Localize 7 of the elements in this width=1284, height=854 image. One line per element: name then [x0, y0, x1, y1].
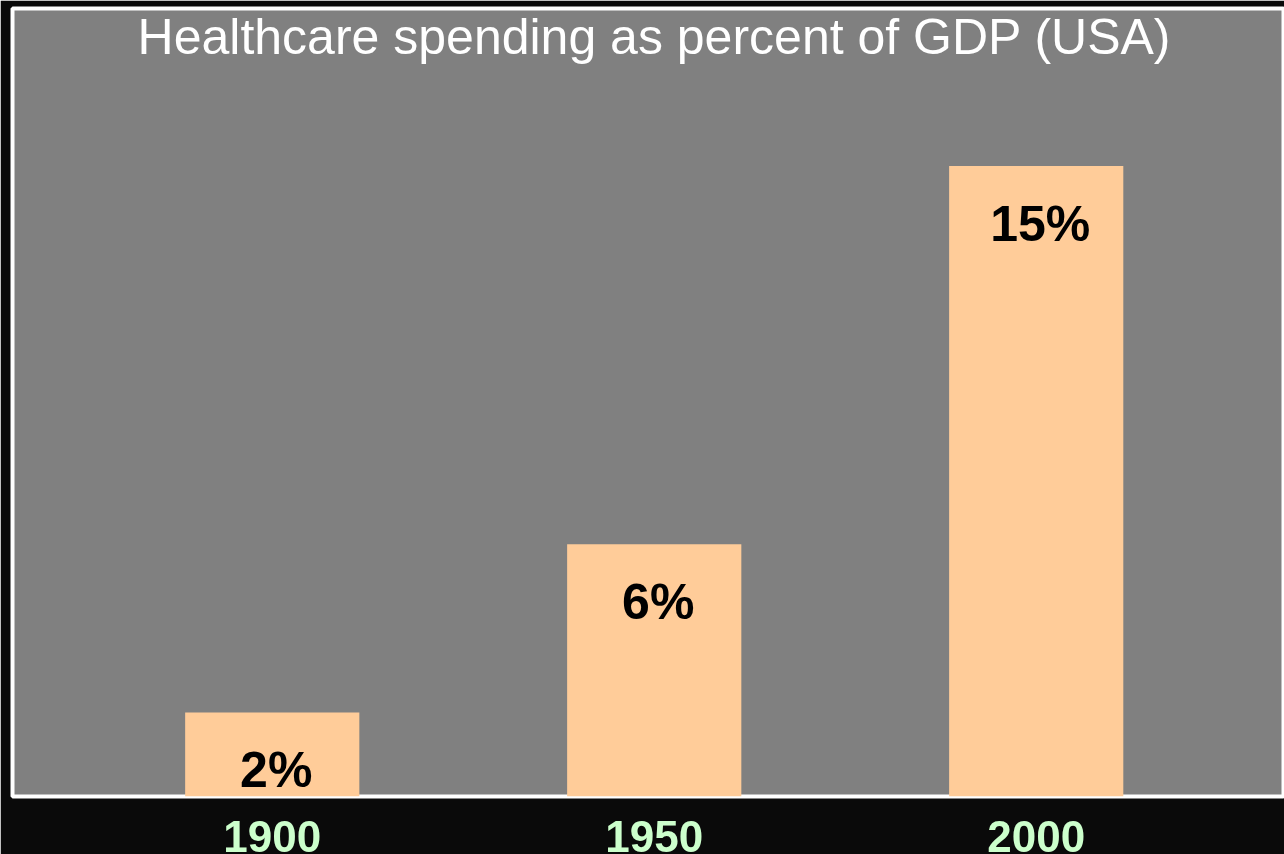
data-label: 15% [990, 196, 1091, 253]
data-label: 6% [622, 574, 695, 631]
x-tick-label: 1950 [605, 811, 704, 854]
x-tick-label: 2000 [987, 811, 1086, 854]
chart-title: Healthcare spending as percent of GDP (USA) [137, 8, 1171, 65]
data-label: 2% [240, 742, 313, 799]
x-tick-label: 1900 [223, 811, 322, 854]
